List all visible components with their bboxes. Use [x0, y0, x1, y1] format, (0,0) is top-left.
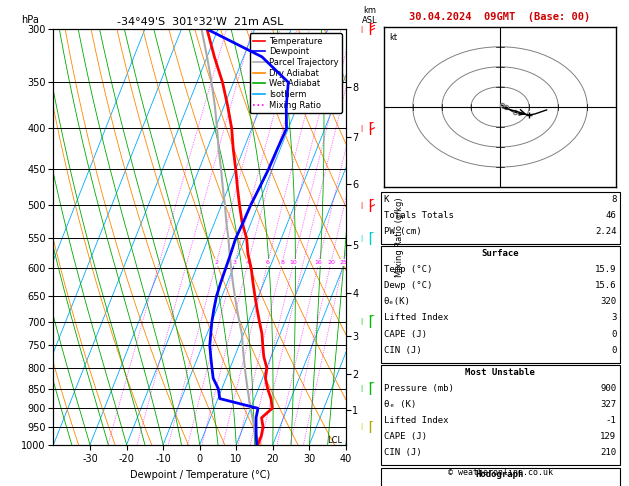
Text: -1: -1 — [606, 416, 616, 425]
Text: CIN (J): CIN (J) — [384, 346, 421, 355]
Text: 6: 6 — [266, 260, 270, 265]
Text: Dewp (°C): Dewp (°C) — [384, 281, 432, 291]
Text: 0: 0 — [611, 330, 616, 339]
Text: 16: 16 — [315, 260, 323, 265]
Text: CAPE (J): CAPE (J) — [384, 432, 426, 441]
Text: Pressure (mb): Pressure (mb) — [384, 384, 454, 393]
Text: CAPE (J): CAPE (J) — [384, 330, 426, 339]
Title: -34°49'S  301°32'W  21m ASL: -34°49'S 301°32'W 21m ASL — [116, 17, 283, 27]
Text: 129: 129 — [600, 432, 616, 441]
Text: kt: kt — [389, 33, 398, 42]
Text: Mixing Ratio (g/kg): Mixing Ratio (g/kg) — [395, 197, 404, 277]
Text: |: | — [360, 202, 364, 209]
Text: 900: 900 — [600, 384, 616, 393]
Text: 210: 210 — [600, 448, 616, 457]
Text: 8: 8 — [281, 260, 284, 265]
Text: 16: 16 — [315, 260, 323, 265]
Text: PW (cm): PW (cm) — [384, 227, 421, 236]
Text: 4: 4 — [246, 260, 250, 265]
Text: Temp (°C): Temp (°C) — [384, 265, 432, 275]
Text: |: | — [360, 235, 364, 242]
Text: 20: 20 — [327, 260, 335, 265]
Text: |: | — [360, 318, 364, 325]
Text: |: | — [360, 423, 364, 431]
Text: LCL: LCL — [327, 435, 342, 445]
Text: 25: 25 — [340, 260, 347, 265]
Text: |: | — [360, 125, 364, 132]
Text: 8: 8 — [281, 260, 284, 265]
Text: Lifted Index: Lifted Index — [384, 313, 448, 323]
Text: Hodograph: Hodograph — [476, 470, 524, 480]
Text: 0: 0 — [611, 346, 616, 355]
Text: 8: 8 — [611, 195, 616, 204]
Text: 2: 2 — [214, 260, 218, 265]
Text: θₑ (K): θₑ (K) — [384, 400, 416, 409]
Text: 15.6: 15.6 — [595, 281, 616, 291]
Text: |: | — [360, 385, 364, 392]
Text: Totals Totals: Totals Totals — [384, 211, 454, 220]
Text: CIN (J): CIN (J) — [384, 448, 421, 457]
Text: © weatheronline.co.uk: © weatheronline.co.uk — [448, 468, 552, 477]
Text: 20: 20 — [327, 260, 335, 265]
Text: km
ASL: km ASL — [362, 6, 377, 25]
Text: 10: 10 — [290, 260, 298, 265]
Text: 327: 327 — [600, 400, 616, 409]
Text: 320: 320 — [600, 297, 616, 307]
Text: 3: 3 — [611, 313, 616, 323]
Legend: Temperature, Dewpoint, Parcel Trajectory, Dry Adiabat, Wet Adiabat, Isotherm, Mi: Temperature, Dewpoint, Parcel Trajectory… — [250, 34, 342, 113]
Text: 15.9: 15.9 — [595, 265, 616, 275]
Text: 3: 3 — [233, 260, 237, 265]
Text: |: | — [360, 26, 364, 33]
Text: 10: 10 — [290, 260, 298, 265]
Text: 46: 46 — [606, 211, 616, 220]
Text: 25: 25 — [340, 260, 347, 265]
Text: 30.04.2024  09GMT  (Base: 00): 30.04.2024 09GMT (Base: 00) — [409, 12, 591, 22]
Text: K: K — [384, 195, 389, 204]
Text: Lifted Index: Lifted Index — [384, 416, 448, 425]
Text: 2.24: 2.24 — [595, 227, 616, 236]
Text: Surface: Surface — [481, 249, 519, 259]
Text: hPa: hPa — [21, 15, 39, 25]
Text: θₑ(K): θₑ(K) — [384, 297, 411, 307]
Text: Most Unstable: Most Unstable — [465, 368, 535, 377]
X-axis label: Dewpoint / Temperature (°C): Dewpoint / Temperature (°C) — [130, 470, 270, 480]
